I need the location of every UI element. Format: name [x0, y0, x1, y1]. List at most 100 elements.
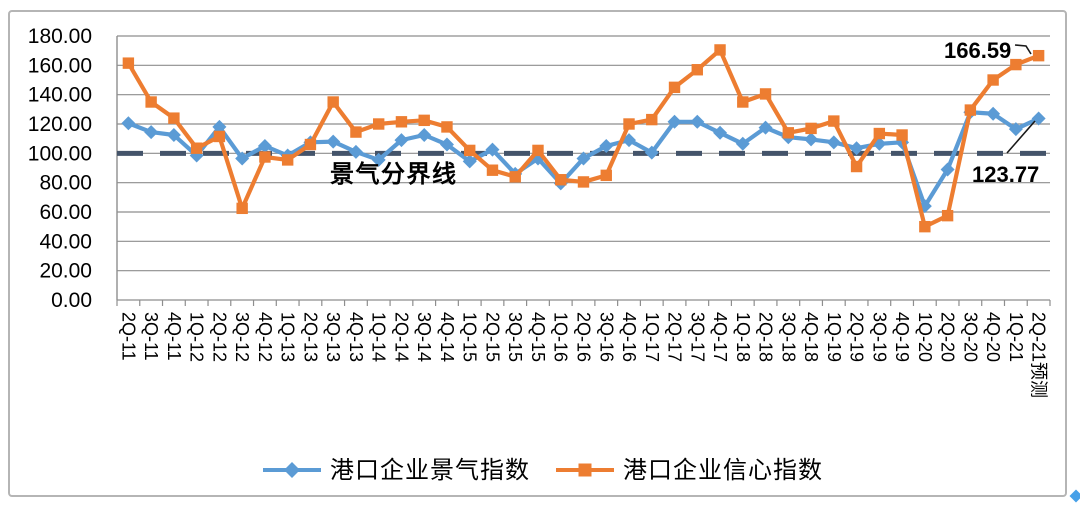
chart-frame — [8, 10, 1067, 497]
annotation-prosperity-value: 123.77 — [972, 162, 1039, 187]
x-tick-label: 2Q-18 — [756, 312, 776, 362]
x-tick-label: 2Q-15 — [482, 312, 502, 362]
square-marker — [168, 112, 180, 124]
x-axis-labels: 2Q-11 3Q-11 4Q-11 1Q-12 2Q-12 3Q-12 4Q-12 1Q-13… — [118, 312, 1048, 398]
diamond-marker — [644, 145, 659, 160]
x-tick-label: 4Q-16 — [619, 312, 639, 362]
square-marker — [873, 127, 886, 140]
x-tick-label: 1Q-13 — [278, 312, 298, 362]
square-marker — [1032, 49, 1045, 62]
diamond-marker — [348, 144, 363, 159]
square-marker — [418, 114, 430, 127]
square-marker — [509, 171, 521, 183]
square-marker — [896, 129, 908, 141]
square-marker — [646, 113, 658, 126]
square-marker — [441, 121, 453, 133]
legend-square-marker-icon — [578, 463, 592, 477]
square-marker — [714, 44, 726, 56]
x-tick-label: 1Q-12 — [187, 312, 207, 362]
square-marker — [281, 154, 294, 166]
diamond-marker — [758, 120, 773, 135]
annotation-leader-elbow — [1014, 44, 1032, 55]
y-tick-label: 160.00 — [28, 54, 92, 77]
x-tick-label: 2Q-14 — [391, 312, 411, 362]
square-marker — [828, 115, 840, 127]
diamond-marker — [371, 152, 386, 167]
legend: 港口企业景气指数 港口企业信心指数 — [263, 457, 823, 484]
x-tick-label: 4Q-15 — [528, 312, 548, 362]
x-tick-label: 2Q-16 — [574, 312, 594, 362]
annotation-leader-line — [1006, 120, 1036, 154]
y-tick-label: 20.00 — [39, 260, 92, 283]
square-marker — [759, 88, 772, 100]
x-tick-label: 1Q-18 — [733, 312, 753, 362]
diamond-marker — [986, 106, 1001, 121]
x-tick-label: 1Q-20 — [915, 312, 935, 362]
square-marker — [145, 96, 157, 108]
x-tick-label: 4Q-14 — [437, 312, 457, 362]
x-tick-label: 3Q-14 — [414, 312, 434, 362]
axes — [116, 36, 1051, 306]
square-marker — [486, 164, 499, 176]
diamond-marker — [257, 139, 272, 153]
square-marker — [987, 74, 999, 86]
square-marker — [555, 174, 567, 186]
diamond-marker — [599, 139, 614, 153]
square-marker — [122, 57, 135, 69]
annotations: 166.59 123.77 — [944, 38, 1039, 187]
diamond-marker — [144, 125, 159, 140]
square-marker — [304, 138, 317, 151]
x-tick-label: 2Q-21预测 — [1029, 312, 1049, 398]
legend-label: 港口企业信心指数 — [623, 457, 823, 484]
diamond-marker — [212, 119, 227, 134]
y-tick-label: 100.00 — [28, 142, 92, 165]
x-tick-label: 3Q-15 — [505, 312, 525, 362]
x-tick-label: 2Q-12 — [209, 312, 229, 362]
y-tick-label: 40.00 — [39, 230, 92, 253]
diamond-marker — [735, 136, 750, 151]
diamond-marker — [940, 162, 955, 177]
x-tick-label: 4Q-11 — [164, 312, 184, 361]
x-tick-label: 3Q-20 — [960, 312, 980, 362]
x-tick-label: 3Q-16 — [596, 312, 616, 362]
y-axis-labels: 180.00 160.00 140.00 120.00 100.00 80.00 60.00… — [28, 25, 92, 312]
annotation-confidence-value: 166.59 — [944, 38, 1011, 63]
x-tick-label: 4Q-20 — [983, 312, 1003, 362]
diamond-marker — [394, 133, 409, 148]
boundary-line-label: 景气分界线 — [330, 160, 458, 188]
x-tick-label: 3Q-12 — [232, 312, 252, 362]
square-marker — [577, 176, 590, 188]
y-tick-label: 0.00 — [51, 289, 92, 312]
square-marker — [532, 144, 544, 157]
x-tick-label: 2Q-17 — [665, 312, 685, 362]
diamond-marker — [235, 151, 250, 166]
square-marker — [327, 96, 339, 108]
x-tick-label: 4Q-18 — [801, 312, 821, 362]
diamond-marker — [417, 128, 432, 142]
square-marker — [782, 127, 795, 139]
square-marker — [964, 104, 977, 116]
square-marker — [623, 118, 635, 130]
diamond-marker — [690, 114, 705, 129]
square-marker — [1010, 58, 1022, 71]
x-tick-label: 3Q-18 — [778, 312, 798, 362]
x-tick-label: 4Q-13 — [346, 312, 366, 362]
x-tick-label: 1Q-19 — [824, 312, 844, 362]
diamond-marker — [849, 141, 864, 156]
y-tick-label: 60.00 — [39, 201, 92, 224]
x-tick-label: 4Q-12 — [255, 312, 275, 362]
x-tick-label: 1Q-21 — [1006, 312, 1026, 362]
square-marker — [395, 116, 408, 128]
x-tick-label: 2Q-13 — [300, 312, 320, 362]
y-tick-label: 180.00 — [28, 25, 92, 48]
square-marker — [213, 130, 226, 143]
diamond-marker — [1008, 122, 1023, 137]
corner-diamond-icon — [1069, 489, 1080, 503]
confidence-index-series — [122, 44, 1045, 233]
diamond-marker — [462, 154, 477, 169]
square-marker — [805, 122, 817, 135]
x-tick-label: 2Q-20 — [938, 312, 958, 362]
x-tick-label: 2Q-11 — [118, 312, 138, 361]
x-tick-label: 3Q-11 — [141, 312, 161, 361]
